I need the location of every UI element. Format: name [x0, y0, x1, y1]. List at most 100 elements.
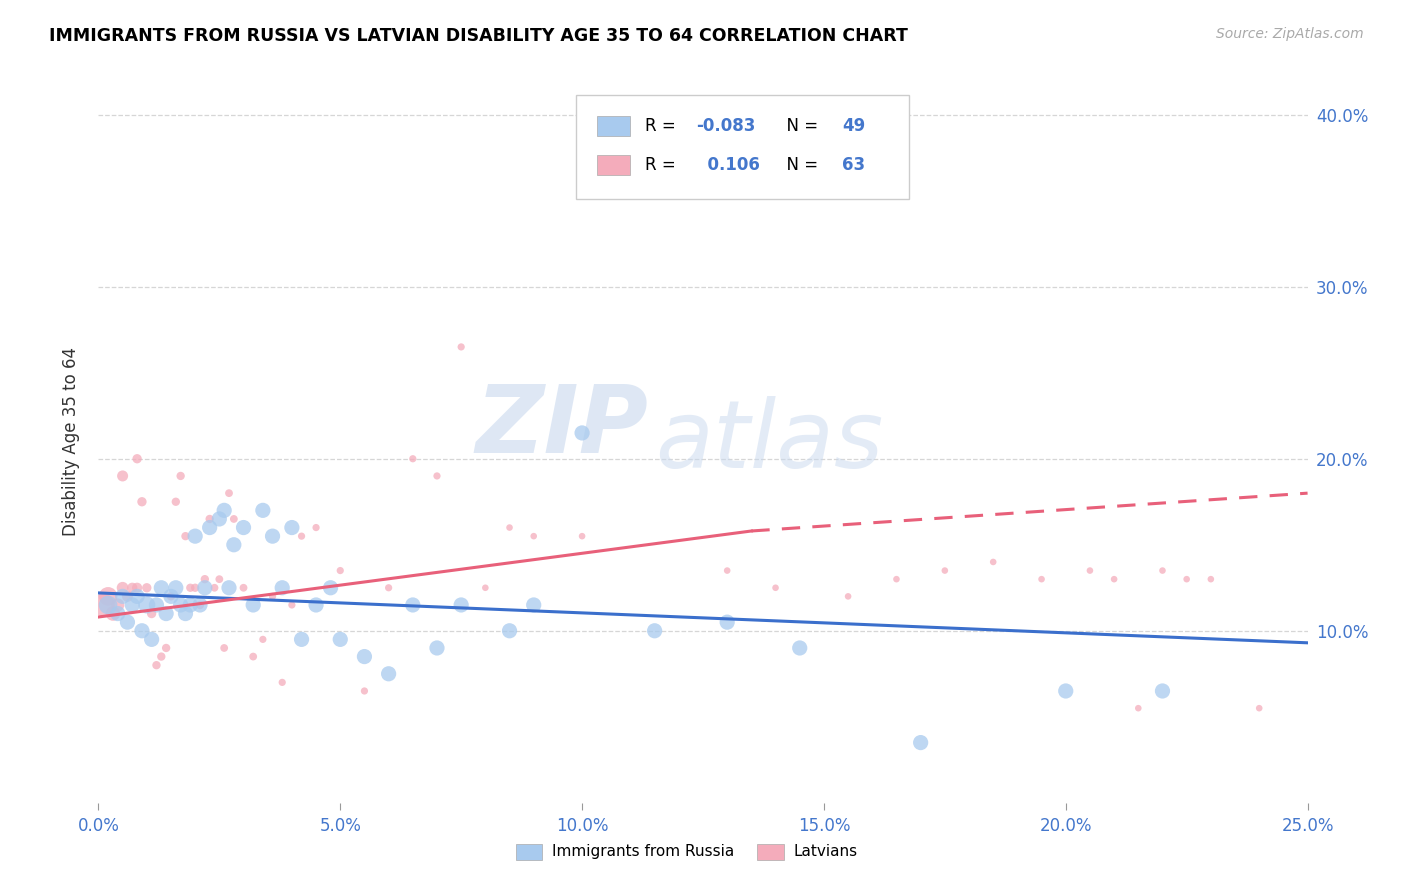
- Point: [523, 529, 546, 543]
- Point: [184, 581, 207, 595]
- Y-axis label: Disability Age 35 to 64: Disability Age 35 to 64: [62, 347, 80, 536]
- Point: [155, 607, 177, 621]
- Point: [242, 598, 264, 612]
- Point: [290, 529, 312, 543]
- Point: [1249, 701, 1271, 715]
- Point: [353, 649, 375, 664]
- Point: [101, 607, 124, 621]
- Point: [252, 632, 274, 647]
- Point: [934, 564, 956, 578]
- Point: [474, 581, 496, 595]
- Text: Latvians: Latvians: [794, 845, 858, 859]
- Point: [204, 581, 226, 595]
- FancyBboxPatch shape: [576, 95, 908, 200]
- Point: [188, 598, 211, 612]
- Point: [1175, 572, 1198, 586]
- Point: [160, 590, 183, 604]
- Point: [765, 581, 787, 595]
- Point: [212, 503, 235, 517]
- Text: R =: R =: [645, 117, 681, 135]
- FancyBboxPatch shape: [516, 844, 543, 860]
- Point: [208, 512, 231, 526]
- Point: [141, 607, 163, 621]
- Point: [184, 529, 207, 543]
- Text: ZIP: ZIP: [475, 381, 648, 473]
- Point: [131, 624, 153, 638]
- Point: [262, 529, 284, 543]
- Point: [135, 598, 157, 612]
- Point: [571, 425, 593, 440]
- Point: [165, 581, 187, 595]
- Point: [107, 598, 129, 612]
- Point: [353, 684, 375, 698]
- Point: [165, 494, 187, 508]
- Point: [141, 632, 163, 647]
- Point: [91, 598, 114, 612]
- Point: [402, 451, 425, 466]
- Point: [242, 649, 264, 664]
- Point: [127, 581, 149, 595]
- Text: 0.106: 0.106: [696, 156, 759, 174]
- Point: [886, 572, 908, 586]
- Text: -0.083: -0.083: [696, 117, 755, 135]
- Point: [222, 538, 245, 552]
- Point: [571, 529, 593, 543]
- FancyBboxPatch shape: [596, 116, 630, 136]
- Point: [450, 598, 472, 612]
- Point: [271, 675, 294, 690]
- Point: [218, 581, 240, 595]
- Point: [127, 451, 149, 466]
- Point: [377, 581, 399, 595]
- Point: [218, 486, 240, 500]
- Point: [329, 632, 352, 647]
- Point: [127, 590, 149, 604]
- Point: [97, 590, 120, 604]
- Point: [111, 469, 134, 483]
- Text: IMMIGRANTS FROM RUSSIA VS LATVIAN DISABILITY AGE 35 TO 64 CORRELATION CHART: IMMIGRANTS FROM RUSSIA VS LATVIAN DISABI…: [49, 27, 908, 45]
- Point: [910, 735, 932, 749]
- Point: [498, 520, 520, 534]
- Point: [107, 607, 129, 621]
- Point: [789, 640, 811, 655]
- Point: [281, 520, 304, 534]
- Point: [169, 598, 191, 612]
- Point: [198, 512, 221, 526]
- Point: [619, 177, 641, 191]
- Point: [232, 520, 254, 534]
- Text: 63: 63: [842, 156, 865, 174]
- Point: [252, 503, 274, 517]
- Point: [222, 512, 245, 526]
- Point: [111, 581, 134, 595]
- Point: [523, 598, 546, 612]
- Point: [305, 520, 328, 534]
- Point: [1102, 572, 1125, 586]
- Point: [145, 598, 167, 612]
- Point: [135, 581, 157, 595]
- Point: [117, 615, 139, 630]
- Point: [160, 590, 183, 604]
- Point: [1078, 564, 1101, 578]
- Point: [194, 581, 217, 595]
- Text: 49: 49: [842, 117, 865, 135]
- Point: [450, 340, 472, 354]
- Point: [377, 666, 399, 681]
- Point: [305, 598, 328, 612]
- Point: [262, 590, 284, 604]
- Point: [290, 632, 312, 647]
- Point: [498, 624, 520, 638]
- Point: [174, 529, 197, 543]
- Point: [194, 572, 217, 586]
- Point: [121, 598, 143, 612]
- Point: [1152, 564, 1174, 578]
- Point: [97, 598, 120, 612]
- Point: [1128, 701, 1150, 715]
- Point: [281, 598, 304, 612]
- Point: [716, 615, 738, 630]
- Text: R =: R =: [645, 156, 681, 174]
- Point: [212, 640, 235, 655]
- Point: [644, 624, 666, 638]
- Point: [271, 581, 294, 595]
- Point: [155, 640, 177, 655]
- Point: [198, 520, 221, 534]
- Point: [426, 640, 449, 655]
